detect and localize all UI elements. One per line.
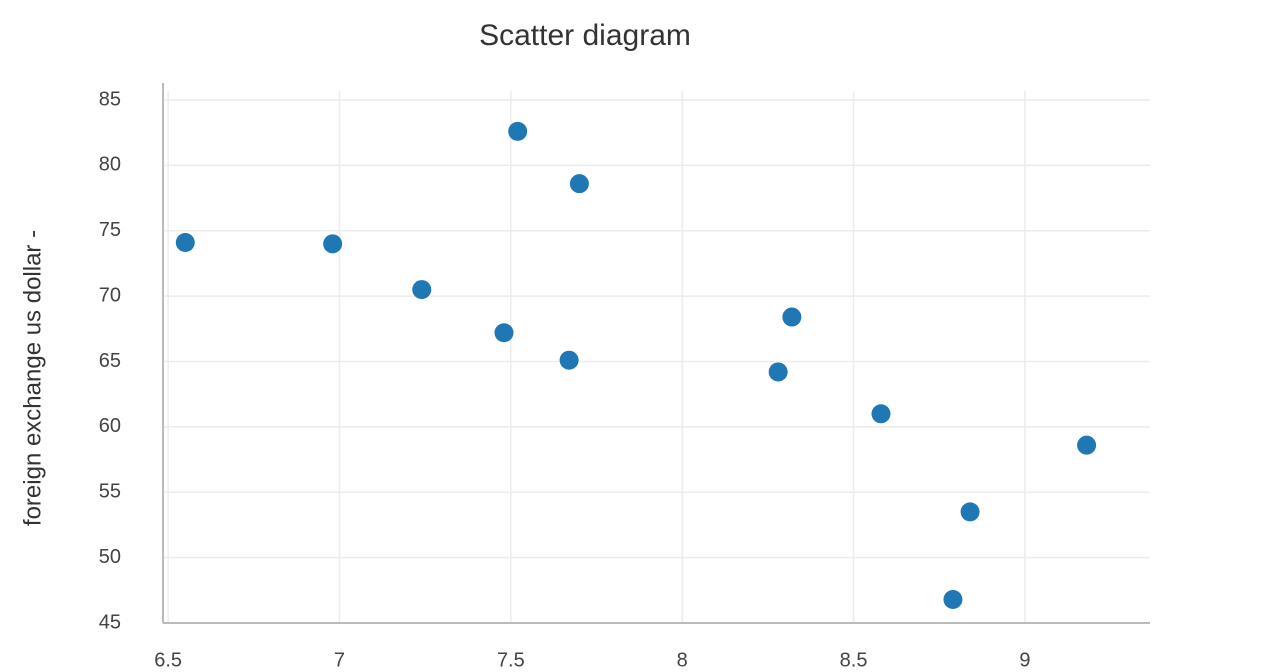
y-tick-label: 80 bbox=[99, 154, 121, 176]
page: {"chart_data": {"type": "scatter", "titl… bbox=[0, 0, 1267, 672]
scatter-point bbox=[769, 362, 788, 381]
scatter-point bbox=[1077, 436, 1096, 455]
y-tick-label: 75 bbox=[99, 219, 121, 241]
x-tick-label: 7.5 bbox=[497, 649, 525, 671]
scatter-point bbox=[176, 233, 195, 252]
scatter-point bbox=[570, 174, 589, 193]
chart: Scatter diagram foreign exchange us doll… bbox=[0, 0, 1267, 672]
y-axis-label: foreign exchange us dollar - bbox=[19, 230, 46, 526]
x-tick-label: 8 bbox=[677, 649, 688, 671]
scatter-point bbox=[560, 351, 579, 370]
scatter-point bbox=[961, 502, 980, 521]
y-tick-label: 45 bbox=[99, 611, 121, 633]
y-tick-label: 70 bbox=[99, 284, 121, 306]
x-tick-label: 8.5 bbox=[840, 649, 868, 671]
scatter-point bbox=[508, 122, 527, 141]
scatter-point bbox=[494, 323, 513, 342]
x-tick-label: 9 bbox=[1019, 649, 1030, 671]
y-tick-label: 55 bbox=[99, 481, 121, 503]
scatter-point bbox=[323, 234, 342, 253]
scatter-point bbox=[412, 280, 431, 299]
scatter-point bbox=[943, 590, 962, 609]
chart-title: Scatter diagram bbox=[479, 19, 691, 52]
scatter-point bbox=[871, 404, 890, 423]
y-tick-label: 65 bbox=[99, 350, 121, 372]
y-tick-label: 60 bbox=[99, 415, 121, 437]
y-tick-label: 85 bbox=[99, 88, 121, 110]
x-tick-label: 7 bbox=[334, 649, 345, 671]
scatter-point bbox=[782, 308, 801, 327]
y-tick-label: 50 bbox=[99, 546, 121, 568]
x-tick-label: 6.5 bbox=[154, 649, 182, 671]
